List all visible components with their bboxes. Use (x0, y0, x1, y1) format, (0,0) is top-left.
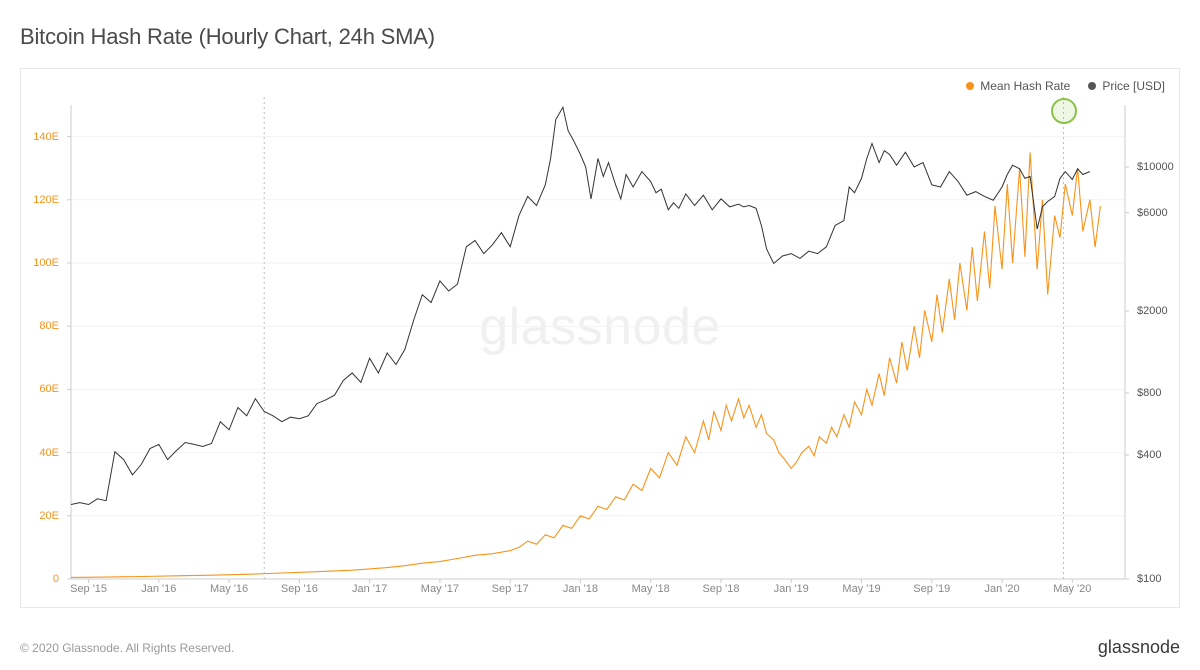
y-left-tick-label: 80E (39, 320, 59, 332)
x-tick-label: May '18 (632, 583, 670, 595)
legend-dot-hash (966, 82, 974, 90)
x-tick-label: Jan '20 (984, 583, 1019, 595)
y-right-tick-label: $400 (1137, 449, 1161, 461)
chart-container: Mean Hash Rate Price [USD] glassnode 020… (20, 68, 1180, 608)
y-right-tick-label: $100 (1137, 573, 1161, 585)
y-left-tick-label: 100E (33, 257, 59, 269)
footer: © 2020 Glassnode. All Rights Reserved. g… (20, 637, 1180, 658)
y-right-tick-label: $6000 (1137, 207, 1168, 219)
x-tick-label: Sep '18 (702, 583, 739, 595)
y-right-axis-labels: $100$400$800$2000$6000$10000 (1129, 105, 1179, 579)
plot-area (71, 105, 1125, 579)
legend: Mean Hash Rate Price [USD] (966, 79, 1165, 93)
y-right-tick-label: $2000 (1137, 305, 1168, 317)
legend-dot-price (1088, 82, 1096, 90)
y-left-tick-label: 40E (39, 447, 59, 459)
highlight-circle-icon (1051, 98, 1077, 124)
y-left-tick-label: 60E (39, 383, 59, 395)
brand-logo: glassnode (1098, 637, 1180, 658)
x-axis-labels: Sep '15 Jan '16 May '16 Sep '16 Jan '17 May '… (71, 583, 1125, 603)
x-tick-label: Jan '16 (141, 583, 176, 595)
y-left-tick-label: 0 (53, 573, 59, 585)
x-tick-label: Sep '19 (913, 583, 950, 595)
x-tick-label: Jan '17 (352, 583, 387, 595)
x-tick-label: Sep '15 (70, 583, 107, 595)
y-left-tick-label: 120E (33, 194, 59, 206)
legend-label-hash: Mean Hash Rate (980, 79, 1070, 93)
y-left-tick-label: 140E (33, 131, 59, 143)
x-tick-label: May '20 (1053, 583, 1091, 595)
y-left-axis-labels: 020E40E60E80E100E120E140E (21, 105, 67, 579)
x-tick-label: Jan '18 (563, 583, 598, 595)
legend-item-price[interactable]: Price [USD] (1088, 79, 1165, 93)
x-tick-label: Jan '19 (774, 583, 809, 595)
chart-title: Bitcoin Hash Rate (Hourly Chart, 24h SMA… (20, 24, 1180, 50)
y-right-tick-label: $800 (1137, 387, 1161, 399)
plot-svg (71, 105, 1125, 579)
x-tick-label: May '19 (842, 583, 880, 595)
y-right-tick-label: $10000 (1137, 161, 1174, 173)
page: Bitcoin Hash Rate (Hourly Chart, 24h SMA… (0, 0, 1200, 670)
legend-item-hash[interactable]: Mean Hash Rate (966, 79, 1070, 93)
copyright-text: © 2020 Glassnode. All Rights Reserved. (20, 641, 234, 655)
x-tick-label: May '16 (210, 583, 248, 595)
x-tick-label: May '17 (421, 583, 459, 595)
x-tick-label: Sep '16 (281, 583, 318, 595)
y-left-tick-label: 20E (39, 510, 59, 522)
x-tick-label: Sep '17 (492, 583, 529, 595)
legend-label-price: Price [USD] (1102, 79, 1165, 93)
